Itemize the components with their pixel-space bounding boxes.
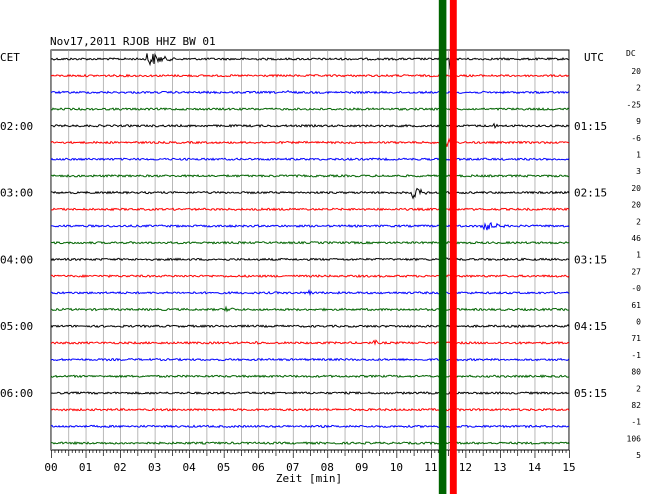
- x-tick-label: 04: [183, 461, 197, 474]
- trace-line: [50, 207, 570, 212]
- dc-offset-label: 82: [631, 401, 641, 410]
- trace-line: [50, 240, 570, 245]
- left-time-label: 06:00: [0, 387, 33, 400]
- trace-line: [50, 407, 570, 412]
- dc-offset-label: 0: [636, 318, 641, 327]
- dc-offset-label: 1: [636, 151, 641, 160]
- x-tick-label: 10: [390, 461, 403, 474]
- trace-line: [50, 137, 570, 147]
- trace-line: [50, 424, 570, 429]
- dc-offset-label: -0: [631, 284, 641, 293]
- trace-line: [50, 157, 570, 162]
- dc-offset-label: -1: [631, 351, 641, 360]
- dc-offset-label: 2: [636, 84, 641, 93]
- right-axis-label: UTC: [584, 51, 604, 64]
- trace-line: [50, 274, 570, 279]
- x-tick-label: 12: [459, 461, 472, 474]
- chart-title: Nov17,2011 RJOB HHZ BW 01: [50, 35, 216, 48]
- dc-offset-label: 61: [631, 301, 641, 310]
- right-time-label: 05:15: [574, 387, 607, 400]
- dc-offset-label: 20: [631, 201, 641, 210]
- dc-offset-label: 27: [631, 267, 641, 276]
- dc-offset-label: -1: [631, 418, 641, 427]
- trace-line: [50, 374, 570, 379]
- dc-offset-label: 20: [631, 184, 641, 193]
- grid: [50, 49, 570, 458]
- trace-line: [50, 357, 570, 362]
- right-time-label: 01:15: [574, 120, 607, 133]
- trace-line: [50, 324, 570, 329]
- dc-offset-label: 1: [636, 251, 641, 260]
- x-tick-label: 08: [321, 461, 334, 474]
- saturated-band: [438, 0, 447, 494]
- x-tick-label: 09: [355, 461, 368, 474]
- x-tick-label: 03: [148, 461, 161, 474]
- left-time-label: 05:00: [0, 320, 33, 333]
- plot-frame: [50, 49, 570, 451]
- trace-line: [50, 174, 570, 178]
- x-tick-label: 06: [252, 461, 265, 474]
- trace-line: [50, 289, 570, 296]
- dc-offset-label: 20: [631, 67, 641, 76]
- left-time-label: 02:00: [0, 120, 33, 133]
- dc-offset-label: 106: [627, 434, 642, 443]
- trace-line: [50, 187, 570, 200]
- trace-line: [50, 122, 570, 129]
- dc-offset-label: 46: [631, 234, 641, 243]
- x-tick-label: 01: [79, 461, 92, 474]
- trace-line: [50, 221, 570, 231]
- x-tick-label: 05: [217, 461, 230, 474]
- trace-line: [50, 339, 570, 346]
- trace-line: [50, 107, 570, 112]
- trace-line: [50, 52, 570, 70]
- x-tick-label: 02: [113, 461, 126, 474]
- x-tick-label: 14: [528, 461, 542, 474]
- x-tick-label: 00: [44, 461, 57, 474]
- right-time-label: 03:15: [574, 253, 607, 266]
- left-axis-label: CET: [0, 51, 20, 64]
- saturated-band: [449, 0, 457, 494]
- x-tick-label: 11: [424, 461, 437, 474]
- dc-offset-label: 9: [636, 117, 641, 126]
- trace-line: [50, 73, 570, 78]
- dc-offset-label: 3: [636, 167, 641, 176]
- x-axis-label: Zeit [min]: [276, 472, 342, 485]
- x-tick-label: 15: [562, 461, 575, 474]
- trace-line: [50, 391, 570, 395]
- x-tick-label: 07: [286, 461, 299, 474]
- dc-offset-label: 5: [636, 451, 641, 460]
- dc-label: DC: [626, 49, 636, 58]
- right-time-label: 04:15: [574, 320, 607, 333]
- trace-line: [50, 256, 570, 262]
- right-time-label: 02:15: [574, 187, 607, 200]
- dc-offset-label: 71: [631, 334, 641, 343]
- x-tick-label: 13: [493, 461, 506, 474]
- dc-offset-label: 2: [636, 217, 641, 226]
- dc-offset-label: -25: [627, 100, 642, 109]
- dc-offset-label: 2: [636, 384, 641, 393]
- left-time-label: 03:00: [0, 187, 33, 200]
- traces: [50, 52, 570, 446]
- trace-line: [50, 90, 570, 95]
- left-time-label: 04:00: [0, 253, 33, 266]
- saturated-bands: [438, 0, 457, 494]
- dc-offset-label: 80: [631, 368, 641, 377]
- trace-line: [50, 441, 570, 446]
- trace-line: [50, 305, 570, 313]
- dc-offset-label: -6: [631, 134, 641, 143]
- labels: Nov17,2011 RJOB HHZ BW 01 CET UTC DC Zei…: [0, 35, 641, 485]
